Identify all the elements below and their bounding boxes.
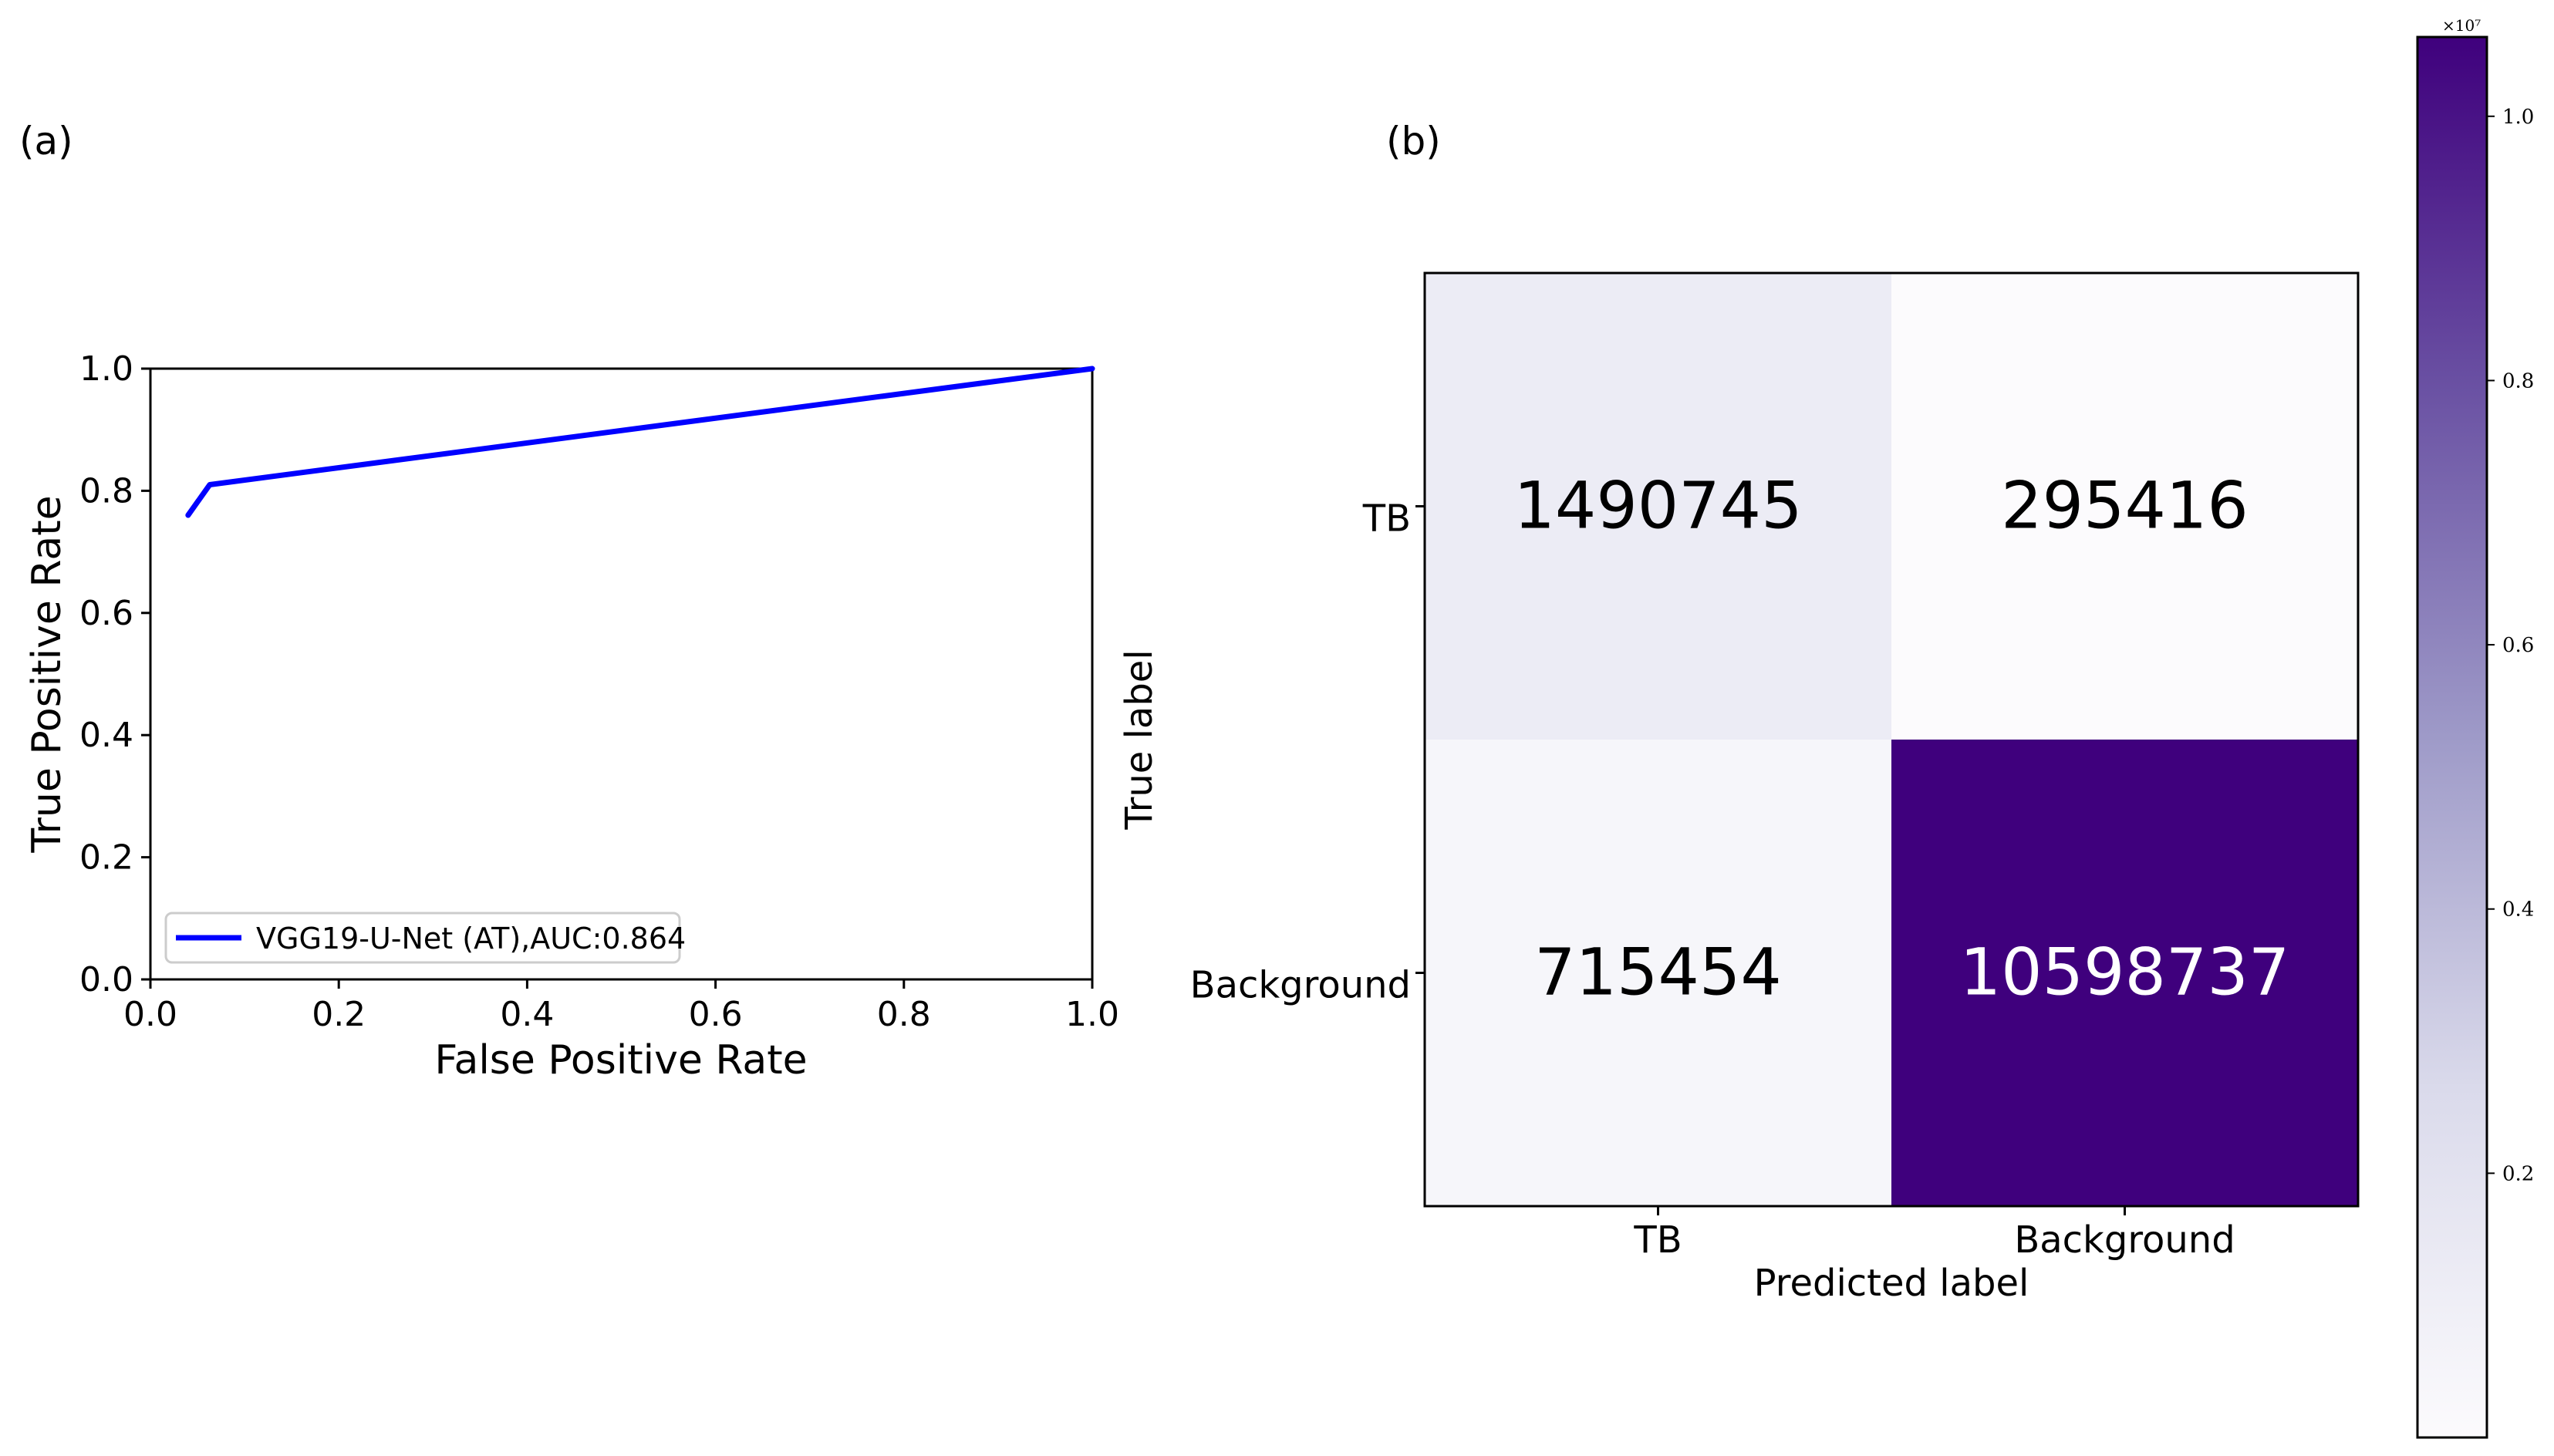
roc-y-tick-label: 1.0 [79,349,133,389]
roc-y-tick-label: 0.6 [79,594,133,633]
cm-cell [1425,740,1891,1206]
roc-y-tick-label: 0.8 [79,471,133,511]
cm-y-tick-label: TB [1362,497,1411,541]
roc-legend-label: VGG19-U-Net (AT),AUC:0.864 [256,922,686,956]
roc-x-tick-label: 0.6 [689,995,743,1034]
cm-cell-value: 295416 [2001,468,2249,544]
cm-x-axis-title: Predicted label [1754,1262,2029,1305]
cm-cell [1425,273,1891,740]
roc-x-tick-label: 0.4 [500,995,554,1034]
confusion-matrix: 1490745 295416 715454 10598737 TB Background… [1118,271,2360,1305]
cm-x-tick-label: TB [1633,1218,1682,1262]
cm-y-tick-label: Background [1190,964,1411,1007]
roc-legend-box [164,912,681,964]
roc-x-axis: 0.0 0.2 0.4 0.6 0.8 1.0 [123,979,1119,1034]
cm-cell [1891,740,2358,1206]
colorbar: 0.2 0.4 0.6 0.8 1.0 ×10⁷ [2416,16,2534,1439]
roc-x-axis-title: False Positive Rate [434,1037,807,1084]
colorbar-multiplier: ×10⁷ [2442,16,2481,35]
panel-label-a: (a) [19,119,73,163]
roc-y-tick-label: 0.4 [79,716,133,755]
cm-cell-value: 1490745 [1513,468,1802,544]
colorbar-tick-label: 0.4 [2502,898,2534,922]
colorbar-tick-label: 1.0 [2502,106,2534,129]
roc-x-tick-label: 0.2 [312,995,366,1034]
roc-y-tick-label: 0.2 [79,838,133,878]
cm-y-axis-title: True label [1118,649,1161,830]
colorbar-tick-label: 0.2 [2502,1162,2534,1185]
roc-legend: VGG19-U-Net (AT),AUC:0.864 [164,912,686,964]
roc-chart: 0.0 0.2 0.4 0.6 0.8 1.0 0.0 0.2 0.4 0.6 0.8 1.0 Fa… [24,349,1119,1084]
roc-y-tick-label: 0.0 [79,960,133,999]
roc-x-tick-label: 0.0 [123,995,177,1034]
colorbar-tick-label: 0.6 [2502,634,2534,657]
roc-y-axis-title: True Positive Rate [24,495,70,853]
roc-x-tick-label: 1.0 [1065,995,1119,1034]
cm-cell-value: 715454 [1534,935,1782,1010]
cm-cell [1891,273,2358,740]
roc-y-axis: 0.0 0.2 0.4 0.6 0.8 1.0 [79,349,150,999]
panel-label-b: (b) [1386,119,1441,163]
roc-curve-line [185,366,1095,518]
roc-plot-frame [149,367,1094,981]
roc-x-tick-label: 0.8 [877,995,931,1034]
cm-x-tick-label: Background [2014,1218,2235,1262]
colorbar-gradient [2416,35,2488,1439]
cm-cell-value: 10598737 [1960,935,2290,1010]
colorbar-tick-label: 0.8 [2502,369,2534,393]
cm-frame [1423,271,2360,1208]
